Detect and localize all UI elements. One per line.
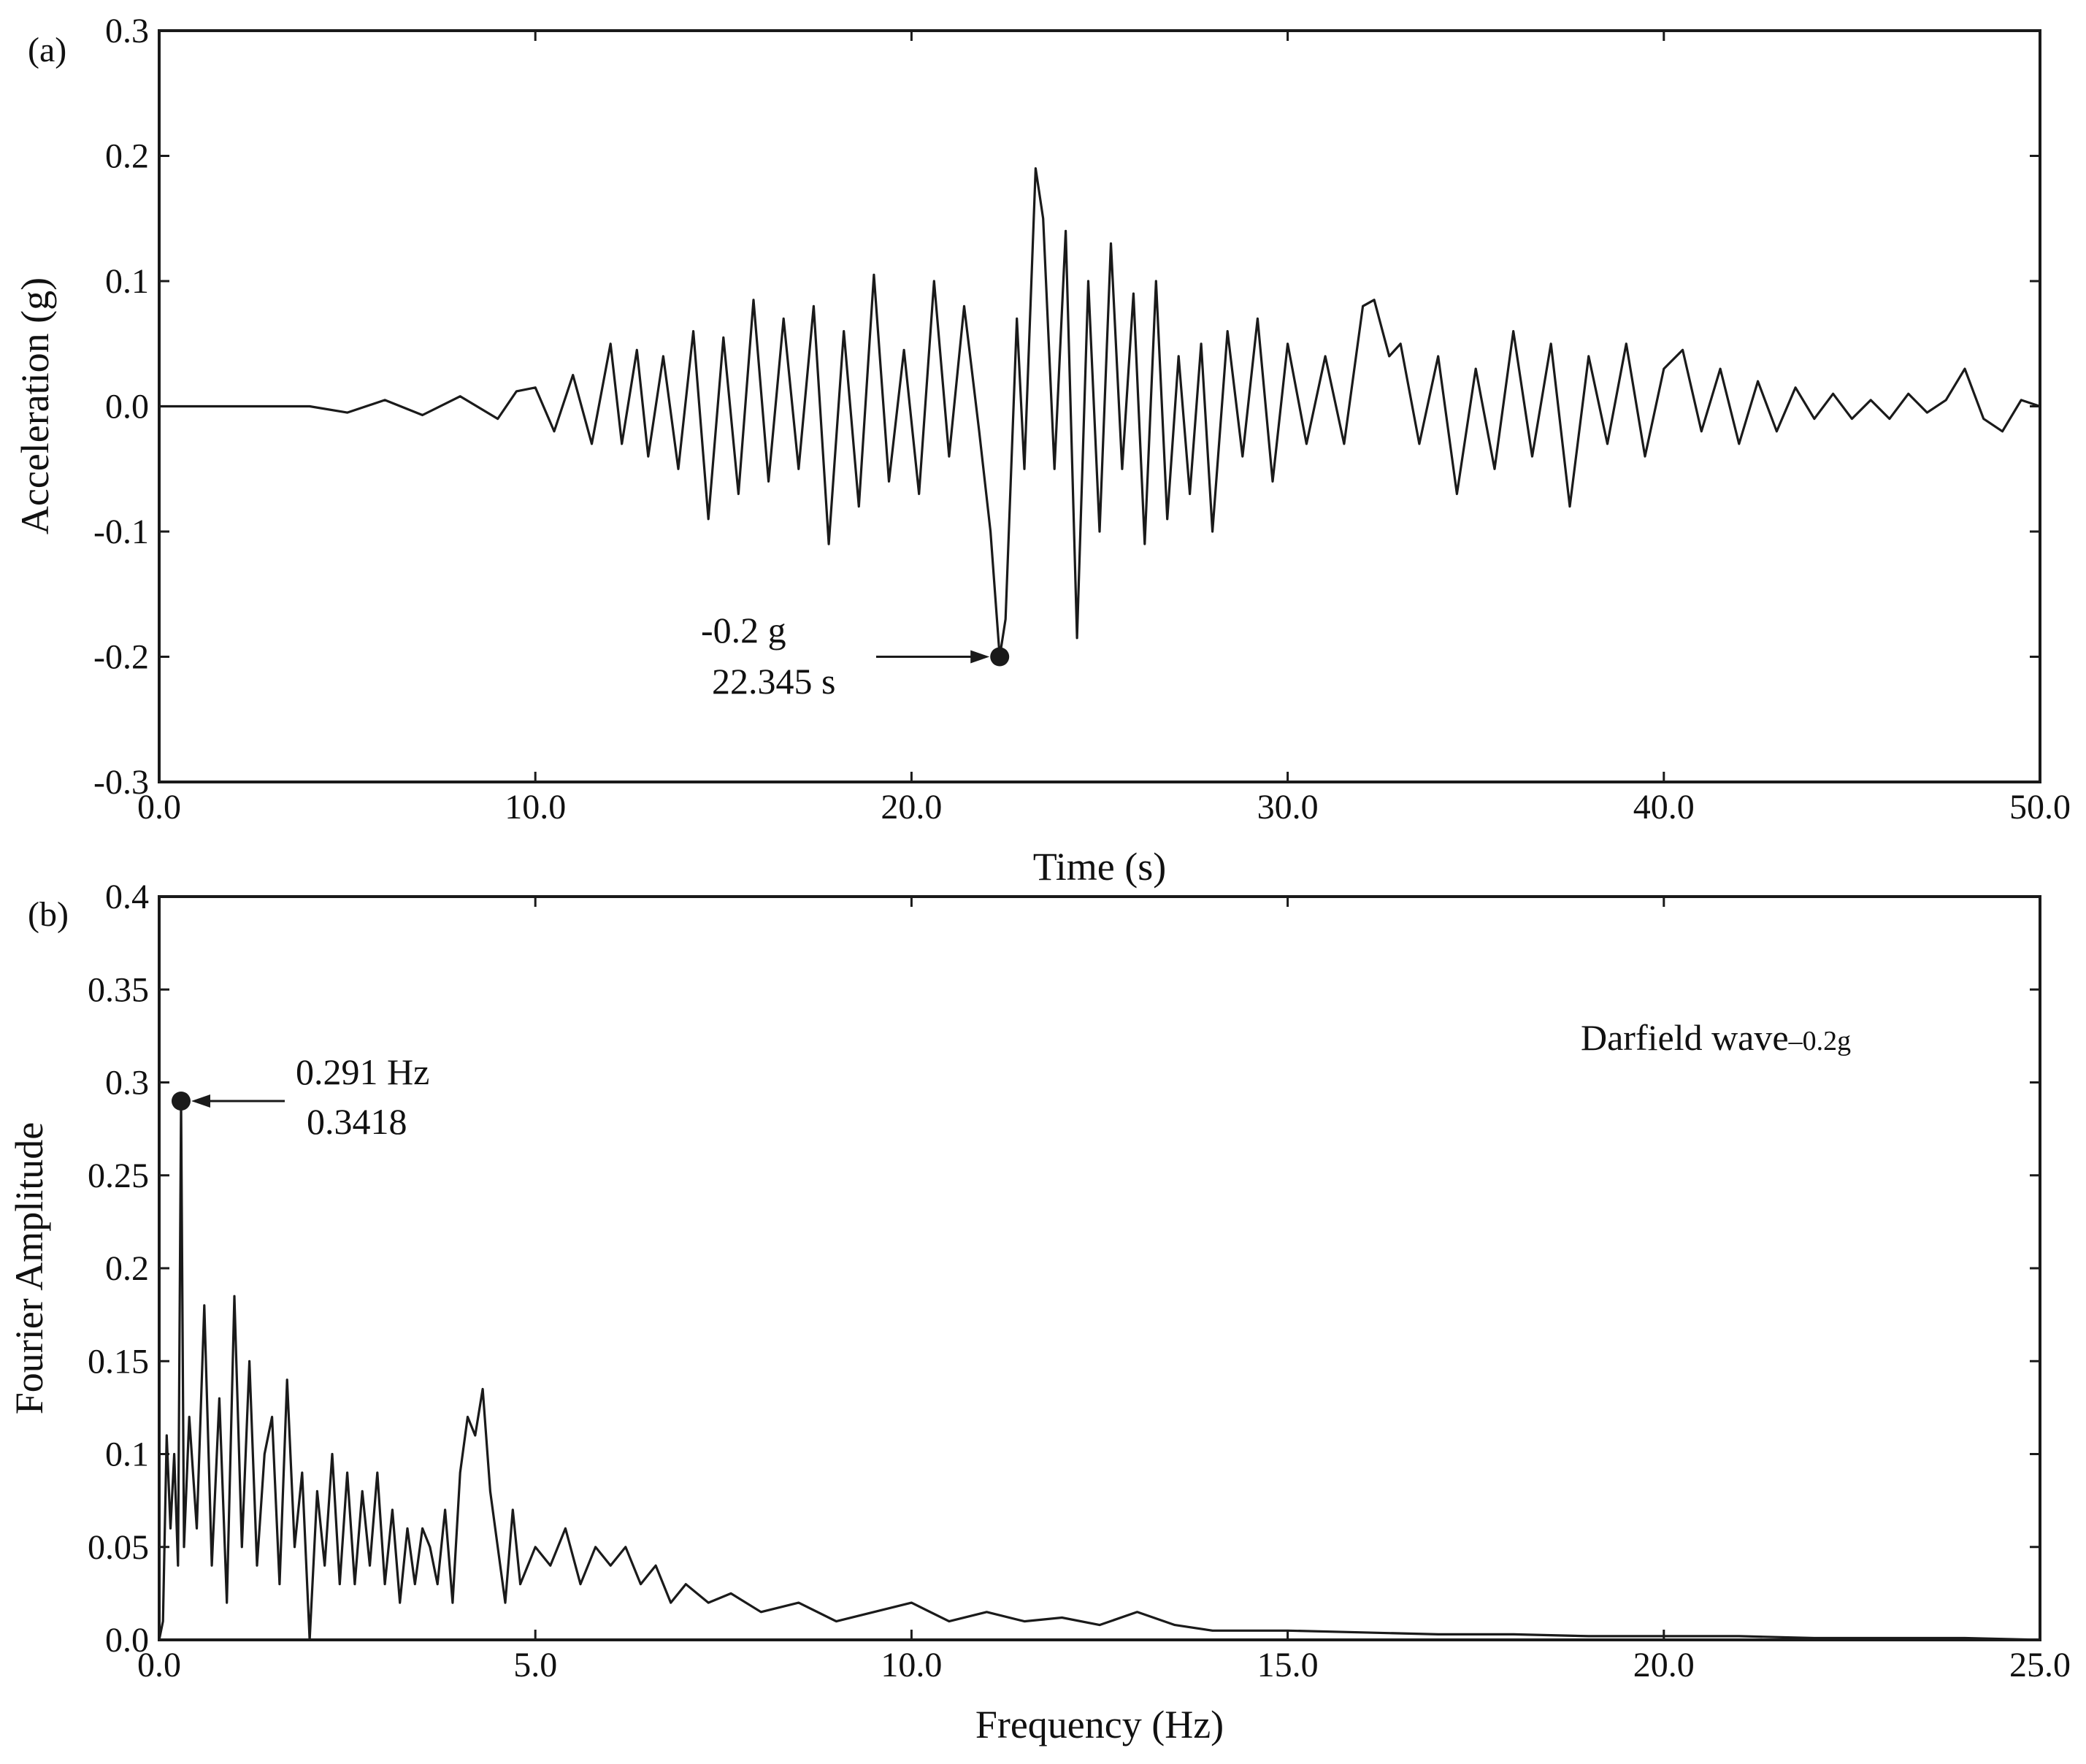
y-tick-labels-a: -0.3 -0.2 -0.1 0.0 0.1 0.2 0.3: [93, 12, 149, 802]
ticks-a: [158, 29, 2041, 783]
acceleration-series-line: [159, 167, 2041, 659]
ticks-b: [158, 895, 2041, 1641]
x-axis-label-a: Time (s): [1033, 845, 1167, 889]
x-tick-label: 25.0: [2009, 1646, 2071, 1684]
x-tick-labels-a: 0.0 10.0 20.0 30.0 40.0 50.0: [137, 788, 2071, 827]
annotation-a-arrowhead: [970, 650, 990, 664]
x-axis-label-b: Frequency (Hz): [975, 1703, 1224, 1746]
y-tick-label: 0.05: [88, 1528, 149, 1567]
fourier-panel: (b) 0.0 5.0 10.0 15.0 20.0 25.0 0.0 0.05 0.1 0.1…: [7, 878, 2071, 1746]
fourier-series-line: [158, 1100, 2041, 1641]
peak-annotation-b: 0.291 Hz 0.3418: [171, 1051, 429, 1142]
x-tick-label: 5.0: [513, 1646, 557, 1684]
y-tick-label: 0.3: [105, 12, 149, 50]
x-tick-label: 10.0: [881, 1646, 942, 1684]
y-tick-label: 0.1: [105, 262, 149, 301]
x-tick-label: 20.0: [881, 788, 942, 827]
y-axis-label-b: Fourier Amplitude: [7, 1122, 51, 1414]
x-tick-label: 40.0: [1633, 788, 1695, 827]
y-tick-label: 0.25: [88, 1157, 149, 1195]
legend-text: Darfield wave–0.2g: [1581, 1017, 1851, 1058]
annotation-b-line2: 0.3418: [307, 1101, 407, 1142]
x-tick-label: 50.0: [2009, 788, 2071, 827]
y-tick-label: 0.4: [105, 878, 149, 916]
y-axis-label-a: Acceleration (g): [13, 277, 57, 534]
acceleration-panel: (a) 0.0 10.0 20.0 30.0 40.0 50.0 -0.3 -0.2 -0.1…: [13, 12, 2071, 889]
x-tick-label: 0.0: [137, 1646, 181, 1684]
annotation-a-line2: 22.345 s: [712, 661, 835, 702]
annotation-b-arrowhead: [191, 1094, 210, 1108]
x-tick-labels-b: 0.0 5.0 10.0 15.0 20.0 25.0: [137, 1646, 2071, 1684]
legend-label: Darfield wave: [1581, 1017, 1789, 1058]
annotation-a-line1: -0.2 g: [701, 610, 786, 651]
y-tick-label: 0.0: [105, 1621, 149, 1660]
y-tick-label: 0.1: [105, 1435, 149, 1474]
x-tick-label: 30.0: [1257, 788, 1319, 827]
peak-annotation-a: -0.2 g 22.345 s: [701, 610, 1010, 702]
annotation-a-marker: [990, 647, 1010, 667]
panel-label-a: (a): [28, 31, 66, 69]
x-tick-label: 20.0: [1633, 1646, 1695, 1684]
y-tick-label: 0.2: [105, 137, 149, 176]
y-tick-label: 0.15: [88, 1342, 149, 1381]
y-tick-label: -0.3: [93, 763, 149, 802]
y-tick-label: -0.2: [93, 638, 149, 677]
y-tick-label: 0.35: [88, 970, 149, 1009]
y-tick-label: -0.1: [93, 513, 149, 551]
annotation-b-line1: 0.291 Hz: [296, 1051, 429, 1092]
x-tick-label: 15.0: [1257, 1646, 1319, 1684]
x-tick-label: 0.0: [137, 788, 181, 827]
y-tick-label: 0.2: [105, 1249, 149, 1288]
y-tick-label: 0.0: [105, 388, 149, 426]
x-tick-label: 10.0: [505, 788, 566, 827]
annotation-b-marker: [171, 1091, 191, 1111]
y-tick-labels-b: 0.0 0.05 0.1 0.15 0.2 0.25 0.3 0.35 0.4: [88, 878, 149, 1660]
y-tick-label: 0.3: [105, 1064, 149, 1102]
legend-subscript: –0.2g: [1788, 1026, 1852, 1057]
panel-label-b: (b): [28, 895, 69, 934]
